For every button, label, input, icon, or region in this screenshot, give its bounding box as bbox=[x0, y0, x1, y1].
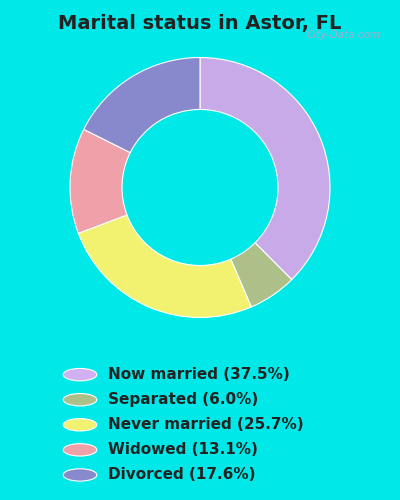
Circle shape bbox=[63, 368, 97, 381]
Text: Marital status in Astor, FL: Marital status in Astor, FL bbox=[58, 14, 342, 33]
Text: Now married (37.5%): Now married (37.5%) bbox=[108, 367, 290, 382]
Wedge shape bbox=[70, 130, 130, 234]
Wedge shape bbox=[84, 58, 200, 152]
Wedge shape bbox=[78, 215, 251, 318]
Circle shape bbox=[63, 468, 97, 481]
Text: Widowed (13.1%): Widowed (13.1%) bbox=[108, 442, 258, 458]
Circle shape bbox=[63, 444, 97, 456]
Circle shape bbox=[63, 394, 97, 406]
Circle shape bbox=[63, 418, 97, 431]
Text: Divorced (17.6%): Divorced (17.6%) bbox=[108, 468, 256, 482]
Wedge shape bbox=[200, 58, 330, 280]
Text: City-Data.com: City-Data.com bbox=[306, 30, 380, 40]
Text: Separated (6.0%): Separated (6.0%) bbox=[108, 392, 258, 407]
Wedge shape bbox=[231, 243, 292, 307]
Text: Never married (25.7%): Never married (25.7%) bbox=[108, 418, 304, 432]
